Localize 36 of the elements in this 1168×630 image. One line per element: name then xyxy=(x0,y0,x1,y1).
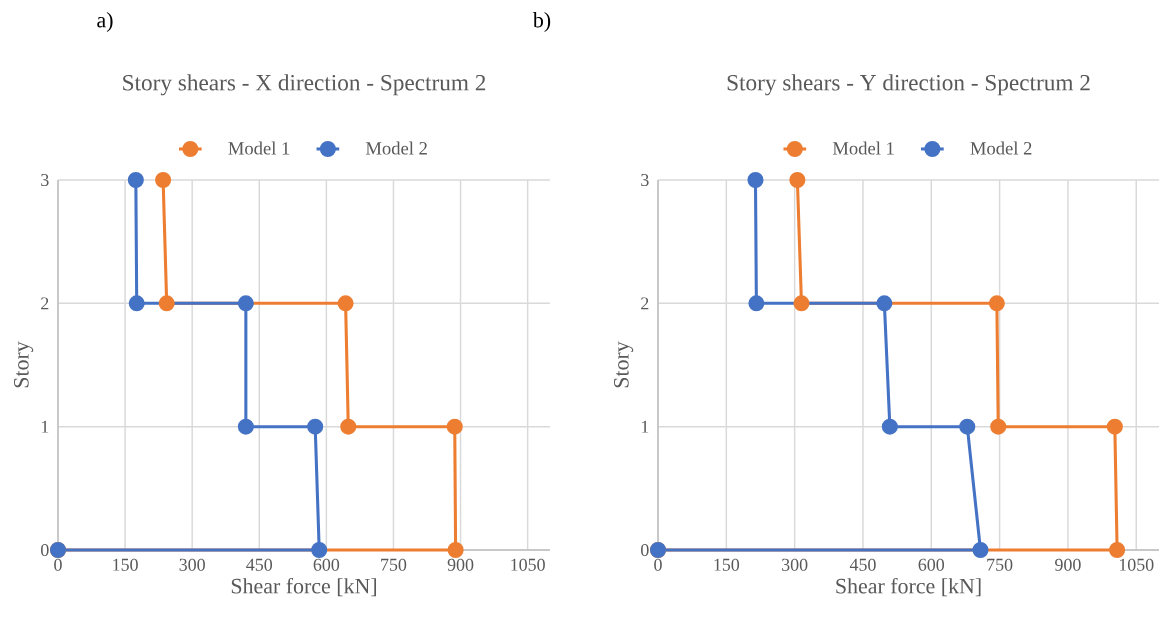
x-tick-label: 300 xyxy=(179,558,205,571)
x-tick-label: 900 xyxy=(1055,558,1081,571)
text: b) xyxy=(532,12,551,32)
x-tick-label: 0 xyxy=(654,558,662,571)
x-tick-label: 150 xyxy=(113,558,138,571)
x-tick-label: 300 xyxy=(782,558,808,571)
x-tick-label: 750 xyxy=(381,558,407,571)
x-tick-label: 0 xyxy=(54,558,62,571)
y-tick-label: 1 xyxy=(641,420,649,433)
legend-label: Model 1 xyxy=(832,141,894,155)
y-tick-label: 3 xyxy=(641,173,649,187)
x-axis-title: Shear force [kN] xyxy=(836,577,981,597)
legend-label: Model 1 xyxy=(228,141,290,155)
x-tick-label: 900 xyxy=(447,558,474,571)
legend-label: Model 2 xyxy=(970,141,1032,155)
y-tick-label: 2 xyxy=(41,297,49,310)
x-tick-label: 150 xyxy=(714,558,740,571)
y-tick-label: 0 xyxy=(641,543,649,557)
y-axis-title: Story xyxy=(613,341,634,388)
x-tick-label: 1050 xyxy=(511,558,545,571)
x-tick-label: 450 xyxy=(849,558,876,571)
y-tick-label: 2 xyxy=(641,297,649,310)
chart-title: Story shears - Y direction - Spectrum 2 xyxy=(727,74,1090,96)
chart-title: Story shears - X direction - Spectrum 2 xyxy=(123,74,486,96)
x-tick-label: 600 xyxy=(313,558,340,571)
x-tick-label: 450 xyxy=(246,558,273,571)
legend-label: Model 2 xyxy=(365,141,427,155)
y-tick-label: 0 xyxy=(41,543,49,557)
x-tick-label: 600 xyxy=(918,558,945,571)
x-axis-title: Shear force [kN] xyxy=(231,577,376,597)
y-tick-label: 3 xyxy=(41,173,49,187)
x-tick-label: 1050 xyxy=(1119,558,1154,571)
y-tick-label: 1 xyxy=(41,420,49,433)
text: a) xyxy=(97,12,113,32)
y-axis-title: Story xyxy=(13,341,34,388)
x-tick-label: 750 xyxy=(987,558,1013,571)
